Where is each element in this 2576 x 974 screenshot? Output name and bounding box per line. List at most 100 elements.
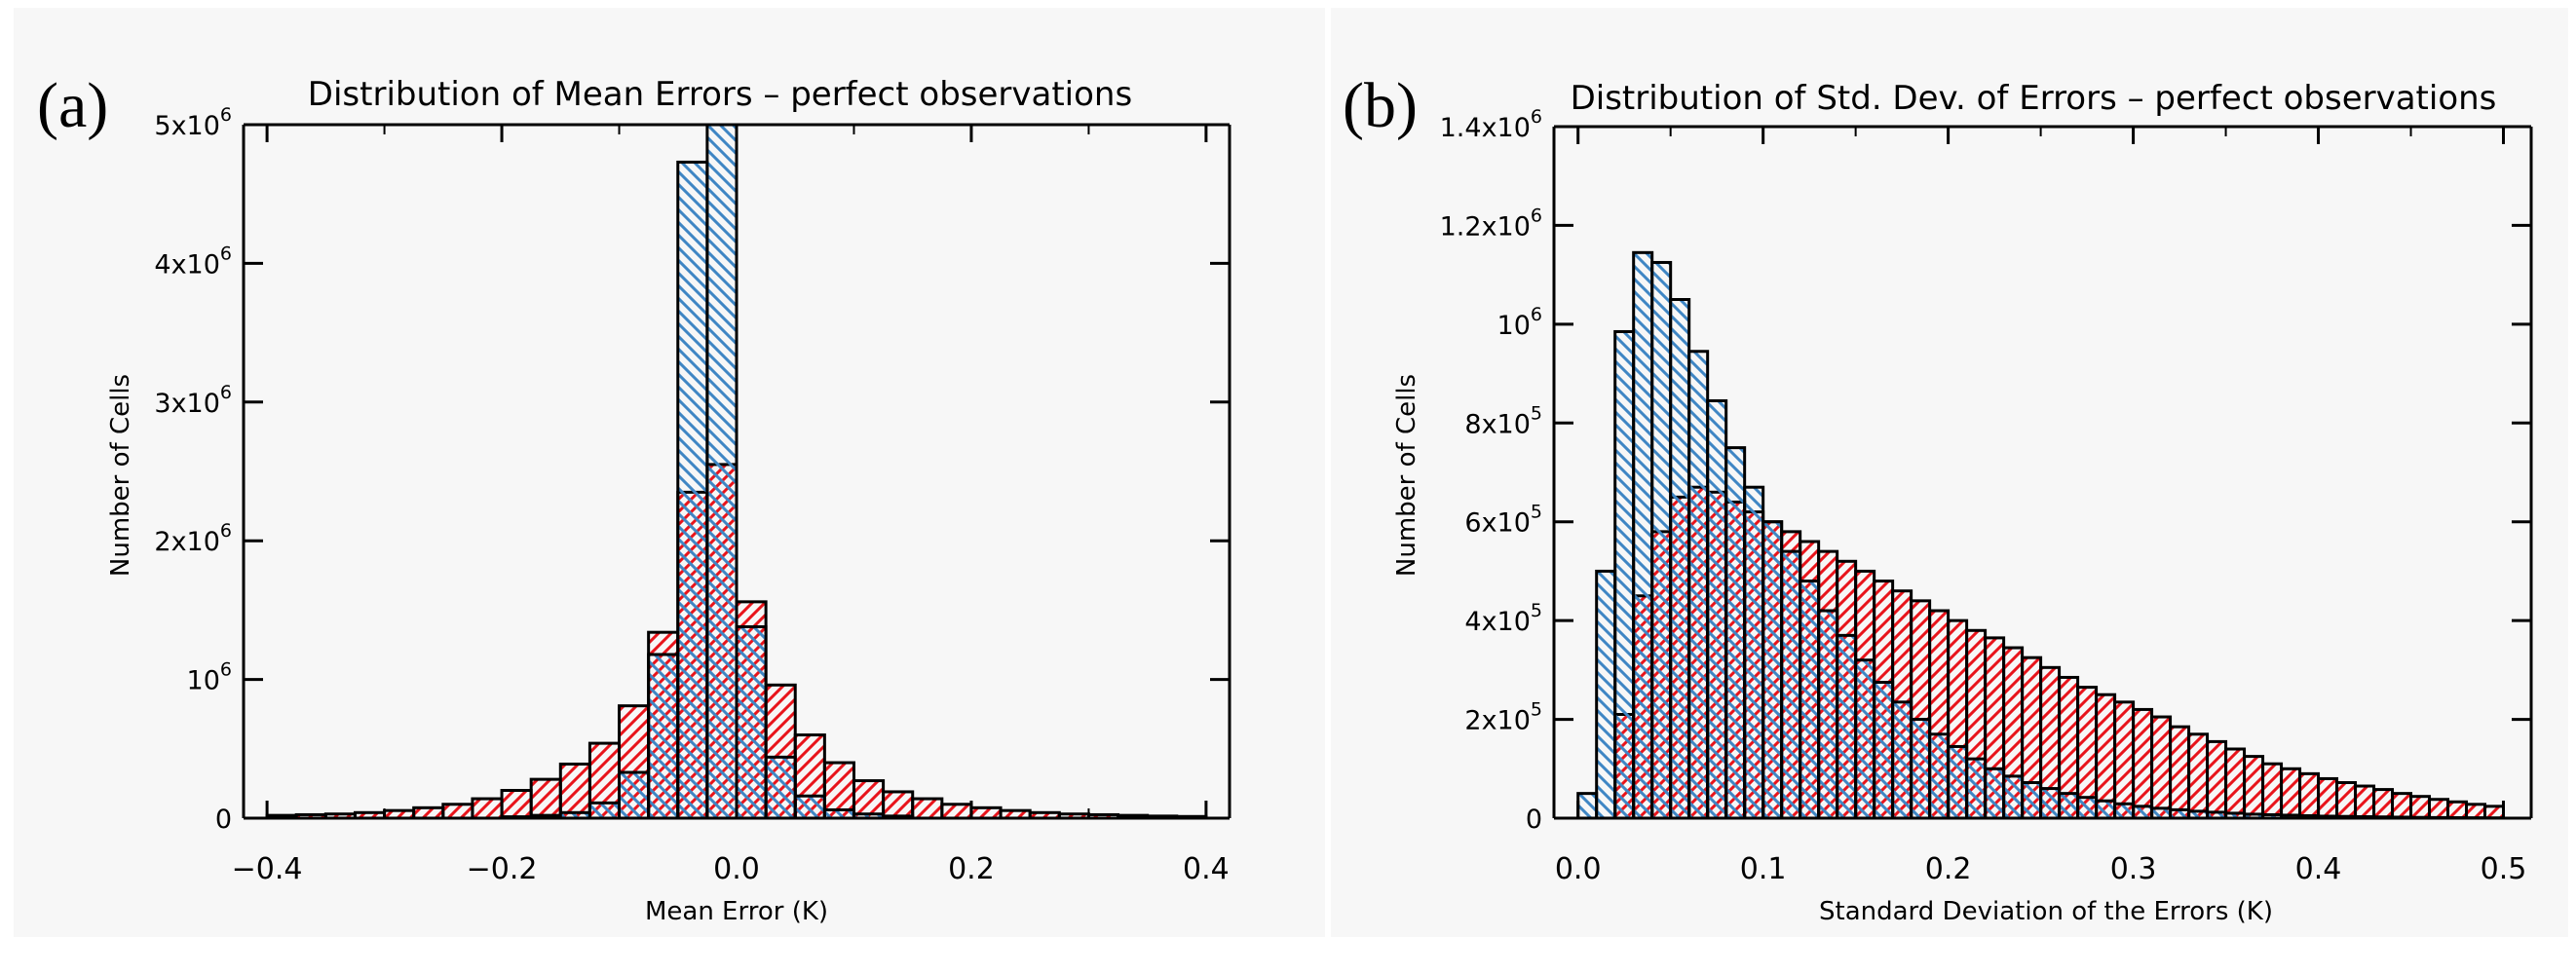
panel-b-bar-red-29 [2115, 702, 2134, 818]
panel-b-bar-blue-5 [1671, 300, 1689, 819]
panel-a-bar-blue-16 [737, 626, 766, 818]
panel-a-bar-blue-13 [649, 655, 678, 818]
panel-a-y-axis-label: Number of Cells [106, 374, 135, 577]
panel-b-bar-blue-21 [1967, 759, 1986, 818]
panel-b-bar-blue-29 [2115, 804, 2134, 818]
panel-b-y-tick-label: 0 [1526, 805, 1542, 835]
panel-b-bar-blue-0 [1578, 794, 1597, 818]
panel-b-bar-red-43 [2374, 790, 2393, 818]
panel-b-bar-blue-14 [1837, 635, 1856, 818]
panel-b-y-tick-base: 1.2x10 [1440, 211, 1531, 242]
panel-b-y-tick-exp: 6 [1531, 205, 1542, 226]
panel-a-bar-red-8 [502, 791, 531, 818]
panel-a-bar-blue-14 [678, 162, 707, 818]
panel-b-bar-blue-17 [1893, 702, 1912, 818]
panel-b-bar-blue-2 [1615, 331, 1634, 818]
panel-a-bar-red-6 [443, 805, 473, 818]
panel-b-bar-blue-16 [1875, 683, 1893, 818]
panel-b-y-tick-exp: 5 [1531, 502, 1542, 523]
panel-a-x-axis-label: Mean Error (K) [645, 897, 828, 926]
panel-b-bar-blue-23 [2004, 776, 2023, 818]
panel-b-bar-blue-7 [1708, 400, 1726, 818]
panel-b-bar-blue-24 [2023, 782, 2041, 818]
panel-b-bar-blue-1 [1597, 571, 1615, 818]
panel-b-x-tick-label: 0.0 [1555, 852, 1602, 886]
panel-a-x-tick-label: −0.4 [232, 852, 303, 886]
panel-b-bar-red-46 [2430, 800, 2448, 818]
panel-b-bar-blue-10 [1763, 522, 1782, 818]
panel-a-x-tick-label: 0.0 [713, 852, 760, 886]
panel-b-y-axis-label: Number of Cells [1392, 374, 1421, 577]
panel-b-bar-blue-22 [1986, 768, 2004, 818]
panel-b-bar-blue-13 [1819, 611, 1837, 818]
panel-b-y-tick-base: 4x10 [1464, 607, 1531, 637]
panel-a-y-tick-base: 2x10 [154, 527, 220, 557]
panel-a-x-tick-label: 0.4 [1183, 852, 1230, 886]
panel-a-y-tick-exp: 6 [220, 659, 232, 681]
panel-b-bar-red-44 [2393, 794, 2411, 818]
panel-a-bar-blue-17 [766, 757, 795, 818]
panel-b-x-tick-label: 0.5 [2481, 852, 2527, 886]
panel-a-y-tick-base: 4x10 [154, 249, 220, 280]
panel-b-bar-blue-28 [2097, 801, 2115, 818]
panel-b-bar-blue-6 [1689, 352, 1708, 818]
panel-a-y-tick-base: 10 [187, 666, 220, 696]
panel-b-y-tick-base: 0 [1526, 805, 1542, 835]
panel-b-x-axis-label: Standard Deviation of the Errors (K) [1819, 897, 2273, 926]
panel-b-bar-red-45 [2411, 797, 2430, 818]
panel-a-bar-red-10 [560, 764, 589, 818]
panel-b-bar-red-47 [2448, 802, 2467, 818]
panel-b-bar-blue-11 [1782, 551, 1800, 818]
panel-a-y-tick-base: 0 [215, 805, 232, 835]
panel-a-bar-blue-18 [795, 796, 824, 818]
panel-b-x-tick-label: 0.1 [1740, 852, 1787, 886]
panel-b-y-tick-exp: 5 [1531, 402, 1542, 424]
panel-a-y-tick-base: 3x10 [154, 389, 220, 419]
panel-b-bar-blue-4 [1652, 262, 1671, 818]
panel-b-x-tick-label: 0.3 [2110, 852, 2157, 886]
panel-b-bar-red-32 [2171, 727, 2189, 818]
panel-b-bar-blue-20 [1949, 746, 1967, 818]
panel-b-bar-blue-31 [2152, 808, 2171, 818]
panel-b-bar-blue-26 [2060, 794, 2078, 818]
panel-a-bar-red-5 [414, 807, 443, 818]
panel-b-bar-blue-9 [1745, 487, 1763, 818]
panel-b-bar-red-36 [2245, 757, 2263, 818]
panel-b-bar-blue-18 [1912, 720, 1930, 818]
panel-a-bar-blue-11 [589, 803, 619, 818]
panel-b-bar-blue-19 [1930, 734, 1949, 818]
panel-a-bar-red-21 [884, 792, 913, 818]
panel-b-title: Distribution of Std. Dev. of Errors – pe… [1571, 79, 2497, 118]
panel-a-title: Distribution of Mean Errors – perfect ob… [308, 75, 1132, 114]
panel-b-y-tick-base: 6x10 [1464, 508, 1531, 539]
panel-a-bar-red-7 [473, 799, 502, 818]
panel-a-label: (a) [37, 70, 108, 141]
panel-b-x-tick-label: 0.4 [2295, 852, 2342, 886]
panel-b-bar-red-42 [2356, 786, 2374, 818]
panel-b-bar-red-31 [2152, 717, 2171, 818]
panel-b-y-tick-base: 8x10 [1464, 409, 1531, 439]
panel-b-bar-red-40 [2319, 778, 2337, 818]
panel-a-x-tick-label: 0.2 [948, 852, 995, 886]
panel-b-y-tick-base: 2x10 [1464, 706, 1531, 736]
panel-b-bar-blue-15 [1856, 660, 1875, 818]
panel-b-bar-red-30 [2134, 709, 2152, 818]
panel-a-bar-red-23 [942, 805, 971, 818]
panel-b-bar-red-39 [2300, 773, 2319, 818]
panel-b-bar-blue-30 [2134, 806, 2152, 818]
panel-b-bar-red-49 [2485, 806, 2504, 818]
panel-a-x-tick-label: −0.2 [467, 852, 538, 886]
panel-b-bar-red-37 [2263, 764, 2282, 818]
panel-b-y-tick-base: 10 [1497, 311, 1531, 341]
panel-b-bar-red-35 [2226, 749, 2245, 818]
panel-a-bar-red-22 [913, 799, 942, 818]
panel-a-bar-blue-15 [707, 125, 737, 818]
panel-b-y-tick-base: 1.4x10 [1440, 113, 1531, 143]
panel-a-y-tick-base: 5x10 [154, 111, 220, 141]
panel-a-bar-blue-12 [620, 772, 649, 818]
panel-a-bar-red-24 [971, 807, 1001, 818]
panel-a-y-tick-exp: 6 [220, 104, 232, 126]
panel-b-label: (b) [1343, 70, 1418, 141]
panel-b-bar-red-33 [2189, 734, 2208, 818]
